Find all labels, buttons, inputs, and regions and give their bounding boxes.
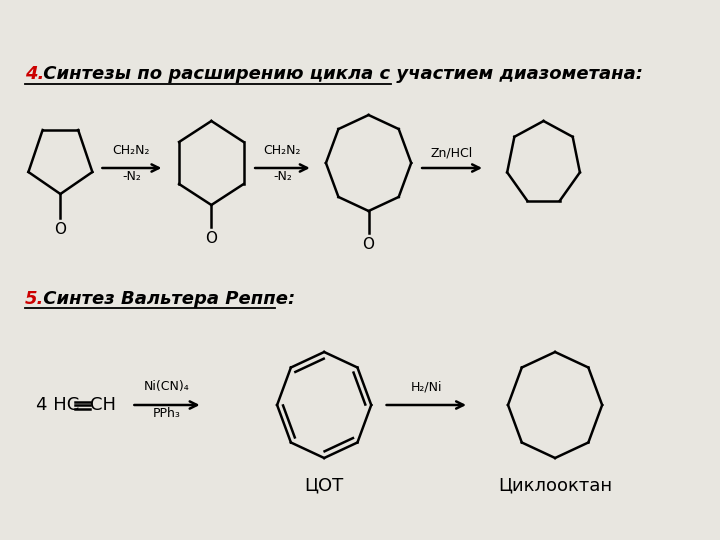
Text: 5.: 5. (25, 290, 44, 308)
Text: O: O (205, 231, 217, 246)
Text: PPh₃: PPh₃ (153, 407, 181, 420)
Text: 4.: 4. (25, 65, 44, 83)
Text: Ni(CN)₄: Ni(CN)₄ (144, 380, 190, 393)
Text: H₂/Ni: H₂/Ni (410, 381, 442, 394)
Text: Синтез Вальтера Реппе:: Синтез Вальтера Реппе: (37, 290, 295, 308)
Text: Циклооктан: Циклооктан (498, 476, 612, 494)
Text: -N₂: -N₂ (122, 170, 141, 183)
Text: Синтезы по расширению цикла с участием диазометана:: Синтезы по расширению цикла с участием д… (37, 65, 643, 83)
Text: ЦОТ: ЦОТ (305, 476, 343, 494)
Text: CH₂N₂: CH₂N₂ (113, 144, 150, 157)
Text: 4 HC: 4 HC (35, 396, 78, 414)
Text: O: O (55, 222, 66, 237)
Text: O: O (363, 237, 374, 252)
Text: CH: CH (90, 396, 116, 414)
Text: -N₂: -N₂ (273, 170, 292, 183)
Text: CH₂N₂: CH₂N₂ (264, 144, 301, 157)
Text: Zn/HCl: Zn/HCl (431, 147, 473, 160)
